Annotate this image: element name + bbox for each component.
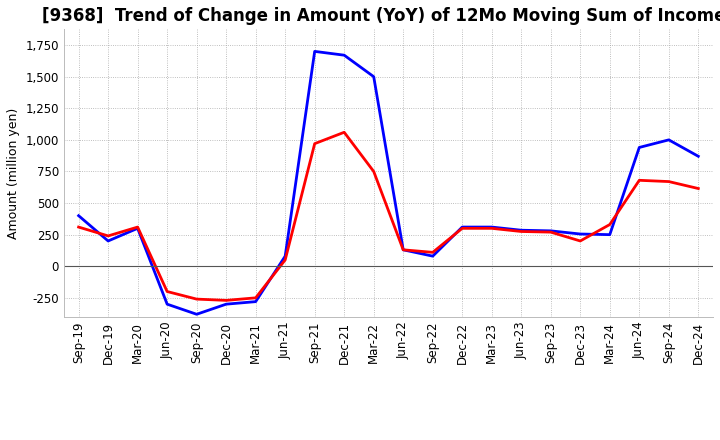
Ordinary Income	[74, 213, 83, 218]
Ordinary Income	[694, 154, 703, 159]
Ordinary Income	[192, 312, 201, 317]
Ordinary Income	[104, 238, 112, 244]
Ordinary Income	[281, 253, 289, 259]
Title: [9368]  Trend of Change in Amount (YoY) of 12Mo Moving Sum of Incomes: [9368] Trend of Change in Amount (YoY) o…	[42, 7, 720, 25]
Y-axis label: Amount (million yen): Amount (million yen)	[7, 107, 20, 238]
Ordinary Income	[546, 228, 555, 234]
Net Income	[546, 230, 555, 235]
Net Income	[606, 222, 614, 227]
Line: Net Income: Net Income	[78, 132, 698, 301]
Net Income	[340, 130, 348, 135]
Net Income	[517, 229, 526, 234]
Ordinary Income	[310, 49, 319, 54]
Net Income	[576, 238, 585, 244]
Net Income	[428, 250, 437, 255]
Net Income	[163, 289, 171, 294]
Net Income	[104, 233, 112, 238]
Ordinary Income	[251, 299, 260, 304]
Net Income	[694, 186, 703, 191]
Ordinary Income	[487, 224, 496, 230]
Ordinary Income	[163, 301, 171, 307]
Ordinary Income	[517, 227, 526, 233]
Ordinary Income	[635, 145, 644, 150]
Ordinary Income	[458, 224, 467, 230]
Net Income	[133, 224, 142, 230]
Net Income	[369, 169, 378, 174]
Ordinary Income	[340, 52, 348, 58]
Net Income	[74, 224, 83, 230]
Net Income	[458, 226, 467, 231]
Net Income	[665, 179, 673, 184]
Ordinary Income	[133, 226, 142, 231]
Net Income	[192, 297, 201, 302]
Net Income	[487, 226, 496, 231]
Legend: Ordinary Income, Net Income: Ordinary Income, Net Income	[233, 436, 544, 440]
Ordinary Income	[222, 301, 230, 307]
Ordinary Income	[428, 253, 437, 259]
Ordinary Income	[369, 74, 378, 79]
Ordinary Income	[399, 247, 408, 253]
Ordinary Income	[606, 232, 614, 237]
Net Income	[281, 257, 289, 263]
Ordinary Income	[576, 231, 585, 237]
Net Income	[310, 141, 319, 146]
Net Income	[251, 295, 260, 301]
Net Income	[222, 298, 230, 303]
Line: Ordinary Income: Ordinary Income	[78, 51, 698, 314]
Net Income	[635, 178, 644, 183]
Ordinary Income	[665, 137, 673, 143]
Net Income	[399, 247, 408, 253]
